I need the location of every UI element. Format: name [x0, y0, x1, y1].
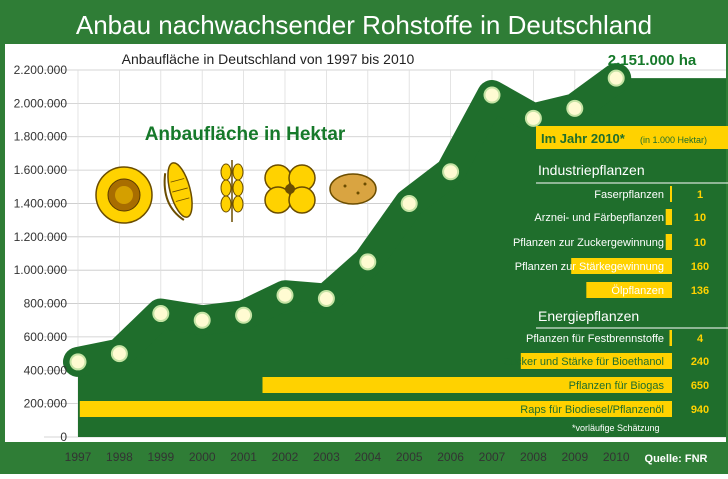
x-tick-label: 2004 — [354, 450, 381, 464]
data-point — [193, 311, 211, 329]
data-point — [152, 305, 170, 323]
chart-title: Anbau nachwachsender Rohstoffe in Deutsc… — [76, 10, 652, 40]
breakdown-heading-bar — [536, 126, 728, 149]
industrie-title: Industriepflanzen — [538, 162, 645, 178]
industrie-label: Pflanzen zur Stärkegewinnung — [515, 261, 664, 273]
industrie-bar — [571, 258, 672, 274]
industrie-value: 160 — [691, 261, 709, 273]
corn-icon — [163, 162, 193, 221]
industrie-value: 1 — [697, 189, 703, 201]
area-layer — [63, 63, 726, 438]
energie-title: Energiepflanzen — [538, 308, 639, 324]
industrie-bars: Faserpflanzen 1 Arznei- und Färbepflanzen 1… — [513, 186, 709, 298]
energie-label: Raps für Biodiesel/Pflanzenöl — [520, 404, 664, 416]
y-tick-label: 1.800.000 — [14, 130, 68, 144]
y-tick-label: 200.000 — [24, 397, 68, 411]
data-point — [400, 194, 418, 212]
sunflower-icon — [95, 166, 153, 224]
y-tick-label: 1.400.000 — [14, 196, 68, 210]
y-tick-label: 800.000 — [24, 297, 68, 311]
energie-bars: Pflanzen für Festbrennstoffe 4 Zucker und … — [79, 330, 709, 417]
breakdown-heading: Im Jahr 2010* — [541, 131, 626, 146]
industrie-bar — [670, 186, 672, 202]
data-point — [524, 109, 542, 127]
x-tick-label: 1999 — [147, 450, 174, 464]
industrie-label: Faserpflanzen — [594, 189, 664, 201]
potato-icon — [329, 173, 377, 205]
energie-bar — [262, 377, 672, 393]
industrie-bar — [586, 282, 672, 298]
x-tick-label: 2002 — [272, 450, 299, 464]
rapeseed-flower-icon — [264, 164, 316, 214]
data-point — [442, 163, 460, 181]
x-tick-label: 2010 — [603, 450, 630, 464]
x-tick-label: 2008 — [520, 450, 547, 464]
industrie-value: 10 — [694, 212, 706, 224]
energie-label: Pflanzen für Biogas — [569, 380, 665, 392]
industrie-value: 10 — [694, 237, 706, 249]
data-point — [110, 345, 128, 363]
y-tick-label: 2.000.000 — [14, 96, 68, 110]
y-tick-label: 2.200.000 — [14, 63, 68, 77]
y-tick-label: 1.200.000 — [14, 230, 68, 244]
y-tick-label: 0 — [60, 430, 67, 444]
industrie-value: 136 — [691, 285, 709, 297]
energie-bar — [520, 353, 672, 369]
energie-label: Pflanzen für Festbrennstoffe — [526, 333, 664, 345]
x-tick-label: 1997 — [65, 450, 92, 464]
x-tick-label: 2001 — [230, 450, 257, 464]
energie-value: 940 — [691, 404, 709, 416]
x-tick-label: 1998 — [106, 450, 133, 464]
energie-value: 4 — [697, 333, 704, 345]
x-tick-label: 2006 — [437, 450, 464, 464]
x-tick-label: 2009 — [561, 450, 588, 464]
chart-subtitle: Anbaufläche in Deutschland von 1997 bis … — [122, 51, 415, 67]
industrie-label: Ölpflanzen — [611, 285, 664, 297]
y-axis-panel — [5, 44, 44, 442]
x-axis: 1997 1998 1999 2000 2001 2002 2003 2004 2005 2006… — [65, 450, 630, 464]
x-tick-label: 2007 — [479, 450, 506, 464]
industrie-bar — [665, 234, 672, 250]
y-axis: 0 200.000 400.000 600.000 800.000 1.000.000 1.… — [14, 63, 68, 444]
data-point — [607, 69, 625, 87]
energie-value: 650 — [691, 380, 709, 392]
energie-bar — [669, 330, 672, 346]
industrie-bar — [665, 209, 672, 225]
footnote: *vorläufige Schätzung — [572, 423, 660, 433]
industrie-label: Pflanzen zur Zuckergewinnung — [513, 237, 664, 249]
data-point — [359, 253, 377, 271]
industrie-label: Arznei- und Färbepflanzen — [534, 212, 664, 224]
data-point — [566, 99, 584, 117]
total-callout: 2.151.000 ha — [608, 52, 697, 69]
data-point — [276, 286, 294, 304]
x-tick-label: 2000 — [189, 450, 216, 464]
energie-label: Zucker und Stärke für Bioethanol — [503, 356, 664, 368]
area-label: Anbaufläche in Hektar — [145, 124, 346, 145]
data-point — [235, 306, 253, 324]
energie-bar — [79, 401, 673, 417]
breakdown-heading-unit: (in 1.000 Hektar) — [640, 135, 707, 145]
x-tick-label: 2003 — [313, 450, 340, 464]
y-tick-label: 1.600.000 — [14, 163, 68, 177]
breakdown-panel: Im Jahr 2010* (in 1.000 Hektar) Industri… — [79, 126, 728, 433]
x-tick-label: 2005 — [396, 450, 423, 464]
y-tick-label: 600.000 — [24, 330, 68, 344]
data-point — [317, 290, 335, 308]
data-point — [483, 86, 501, 104]
wheat-icon — [220, 160, 244, 222]
data-point — [69, 353, 87, 371]
area-fill — [78, 78, 726, 438]
y-tick-label: 400.000 — [24, 363, 68, 377]
energie-value: 240 — [691, 356, 709, 368]
y-tick-label: 1.000.000 — [14, 263, 68, 277]
source-label: Quelle: FNR — [645, 453, 708, 465]
